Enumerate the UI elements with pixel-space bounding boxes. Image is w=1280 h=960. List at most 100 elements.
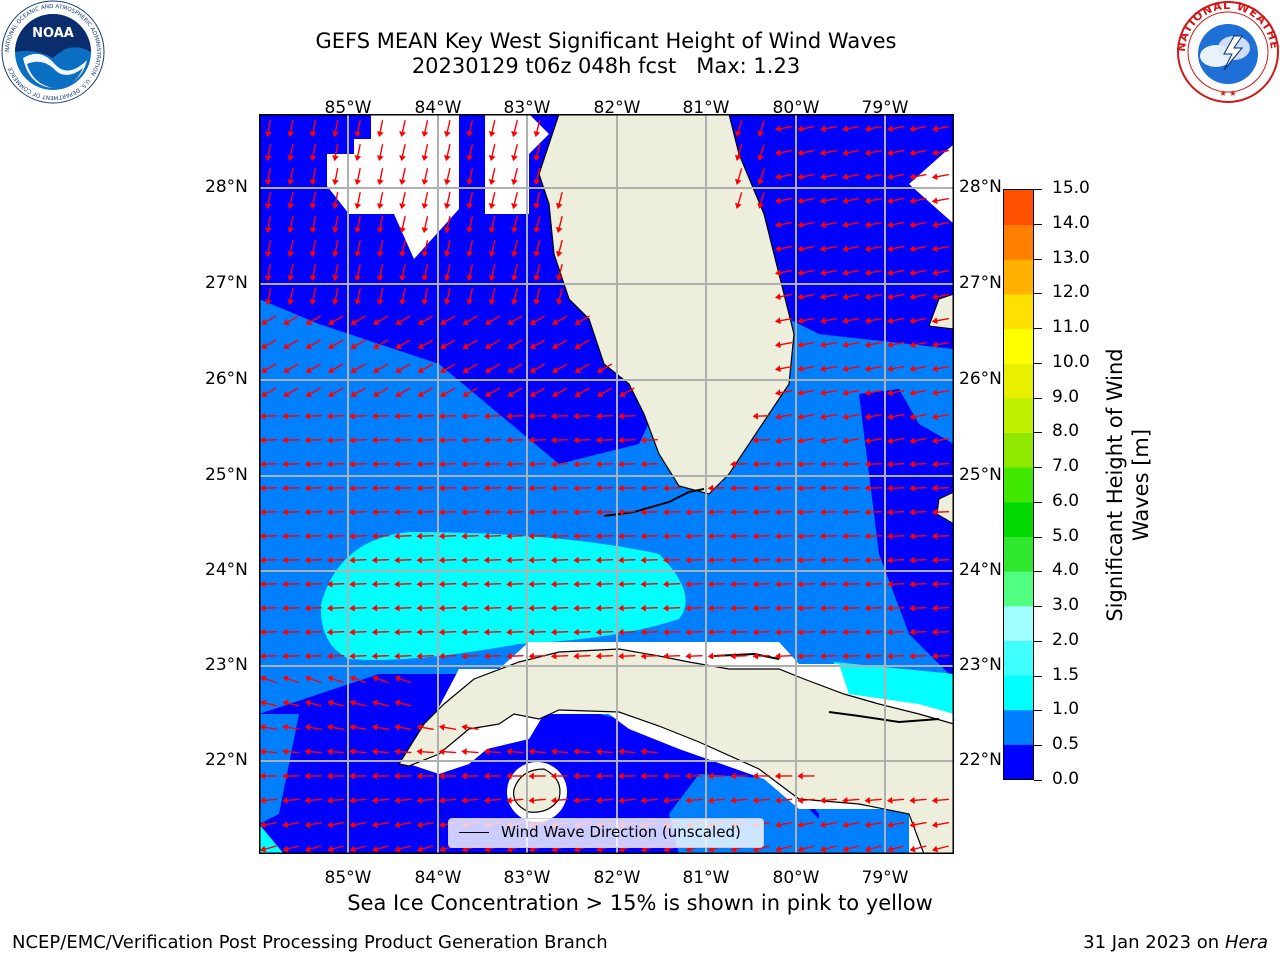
wave-direction-arrowhead	[416, 772, 422, 780]
wave-direction-arrowhead	[461, 723, 468, 731]
wave-direction-arrowhead	[909, 389, 916, 397]
wave-direction-arrowhead	[757, 130, 764, 137]
wave-direction-arrowhead	[349, 652, 355, 660]
wave-direction-arrowhead	[259, 699, 266, 707]
colorbar-tick-label: 13.0	[1052, 247, 1090, 268]
wave-direction-arrowhead	[842, 628, 848, 636]
wave-direction-arrowhead	[394, 604, 400, 612]
wave-direction-arrowhead	[371, 484, 378, 492]
wave-direction-arrowhead	[842, 556, 848, 564]
wave-direction-arrowhead	[416, 628, 423, 636]
wave-direction-arrowhead	[483, 532, 490, 540]
lon-label-bottom-80w: 80°W	[772, 868, 820, 888]
wave-direction-arrowhead	[707, 556, 714, 564]
wave-direction-arrowhead	[484, 343, 492, 349]
wave-direction-arrowhead	[618, 796, 624, 804]
wave-direction-arrowhead	[774, 149, 781, 157]
wave-direction-arrowhead	[349, 604, 355, 612]
wave-direction-arrowhead	[819, 197, 826, 205]
wave-direction-arrowhead	[662, 508, 669, 516]
wave-direction-arrowhead	[282, 556, 288, 564]
wave-direction-arrowhead	[394, 675, 401, 682]
wave-direction-arrowhead	[774, 821, 781, 829]
wave-direction-arrowhead	[797, 173, 804, 181]
wave-direction-arrowhead	[304, 796, 311, 804]
colorbar-tick-label: 2.0	[1052, 629, 1080, 650]
wave-direction-arrowhead	[819, 821, 826, 829]
wave-direction-arrowhead	[287, 227, 295, 234]
wave-direction-arrowhead	[752, 628, 759, 636]
wave-direction-arrowhead	[350, 319, 357, 325]
wave-direction-arrowhead	[842, 173, 849, 181]
wave-direction-arrowhead	[440, 319, 447, 325]
wave-direction-arrowhead	[573, 772, 579, 780]
wave-direction-arrowhead	[574, 391, 581, 397]
wave-direction-arrowhead	[909, 149, 916, 157]
wave-direction-arrowhead	[287, 179, 295, 186]
wave-direction-arrowhead	[797, 125, 804, 133]
wave-direction-arrowhead	[466, 299, 473, 306]
colorbar-swatch	[1004, 224, 1033, 260]
lon-label-top-82w: 82°W	[593, 98, 641, 118]
wave-direction-arrowhead	[259, 532, 266, 540]
wave-direction-arrowhead	[707, 580, 714, 588]
wave-direction-arrowhead	[349, 532, 355, 540]
wave-direction-arrowhead	[372, 367, 380, 373]
lon-label-bottom-79w: 79°W	[861, 868, 909, 888]
wave-direction-arrowhead	[282, 412, 288, 420]
wave-direction-arrowhead	[886, 580, 893, 588]
wave-direction-arrowhead	[309, 131, 317, 138]
wave-direction-arrowhead	[533, 179, 541, 186]
wave-direction-arrowhead	[350, 343, 357, 349]
wave-direction-arrowhead	[640, 796, 647, 804]
wave-direction-arrowhead	[797, 269, 804, 277]
wave-direction-arrowhead	[483, 796, 490, 804]
wave-direction-arrowhead	[685, 628, 691, 636]
wave-direction-arrowhead	[506, 628, 512, 636]
wave-direction-arrowhead	[640, 604, 647, 612]
wave-direction-arrowhead	[886, 556, 893, 564]
wave-direction-arrowhead	[842, 604, 848, 612]
wave-direction-arrowhead	[819, 173, 826, 181]
wave-direction-arrowhead	[438, 772, 445, 780]
wave-direction-arrowhead	[595, 580, 602, 588]
wave-direction-arrowhead	[484, 319, 492, 325]
wave-direction-arrowhead	[752, 412, 759, 420]
wave-direction-arrowhead	[332, 251, 339, 258]
wave-map	[259, 114, 954, 854]
wave-direction-arrowhead	[371, 772, 378, 780]
wave-direction-arrowhead	[931, 341, 938, 349]
wave-direction-arrowhead	[304, 436, 311, 444]
wave-direction-arrowhead	[506, 796, 512, 804]
wave-direction-arrowhead	[326, 821, 333, 829]
wave-direction-arrowhead	[259, 412, 266, 420]
wave-direction-arrowhead	[909, 125, 916, 133]
colorbar-swatch	[1004, 640, 1033, 676]
lon-label-top-81w: 81°W	[682, 98, 730, 118]
wave-direction-arrowhead	[552, 319, 559, 325]
wave-direction-arrowhead	[287, 275, 295, 282]
legend-label: Wind Wave Direction (unscaled)	[501, 823, 741, 841]
wave-direction-arrowhead	[931, 245, 938, 253]
wave-direction-arrowhead	[309, 227, 317, 234]
wave-direction-arrowhead	[931, 389, 938, 397]
wave-direction-arrowhead	[259, 580, 266, 588]
lon-label-top-85w: 85°W	[324, 98, 372, 118]
wave-direction-arrowhead	[819, 508, 826, 516]
wave-direction-arrowhead	[376, 179, 384, 186]
wave-direction-arrowhead	[685, 508, 691, 516]
wave-direction-arrowhead	[533, 131, 541, 138]
wave-direction-arrowhead	[326, 628, 333, 636]
wave-direction-arrowhead	[797, 628, 803, 636]
wave-direction-arrowhead	[328, 367, 335, 373]
wave-direction-arrowhead	[931, 508, 938, 516]
wave-direction-arrowhead	[282, 699, 289, 707]
wave-direction-arrowhead	[533, 251, 541, 258]
colorbar-swatch	[1004, 328, 1033, 364]
wave-direction-arrowhead	[327, 699, 334, 707]
wave-direction-arrowhead	[734, 130, 742, 137]
wave-direction-arrowhead	[797, 556, 803, 564]
wave-direction-arrowhead	[528, 652, 535, 660]
wave-direction-arrowhead	[484, 367, 492, 373]
wave-direction-arrowhead	[394, 628, 400, 636]
